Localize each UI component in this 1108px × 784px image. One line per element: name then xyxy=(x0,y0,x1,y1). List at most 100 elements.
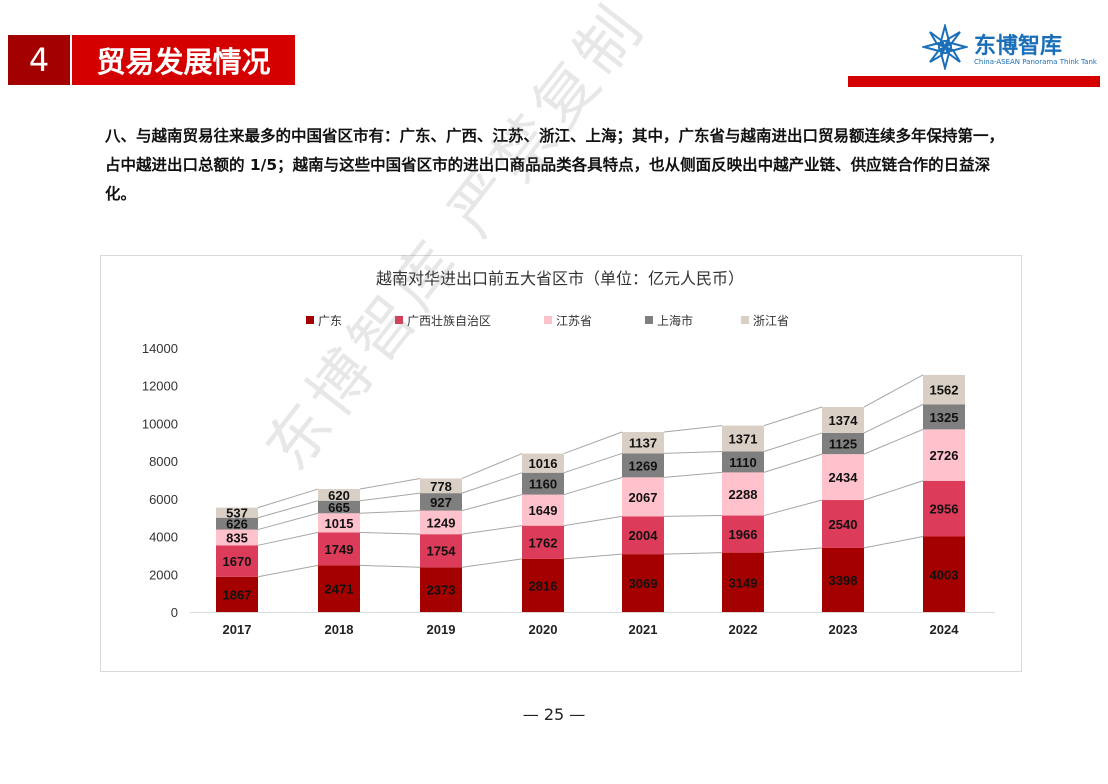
bar-广东-2020 xyxy=(522,558,564,612)
bar-江苏省-2022 xyxy=(722,472,764,516)
data-label: 2726 xyxy=(930,448,959,463)
series-line xyxy=(257,512,319,531)
bar-广东-2019 xyxy=(420,567,462,612)
x-tick-label: 2023 xyxy=(829,622,858,637)
data-label: 4003 xyxy=(930,567,959,582)
series-line xyxy=(461,494,523,512)
data-label: 1749 xyxy=(325,542,354,557)
series-line xyxy=(863,374,924,408)
data-label: 620 xyxy=(328,488,350,503)
bar-浙江省-2019 xyxy=(420,478,462,494)
data-label: 1649 xyxy=(529,503,558,518)
bar-广西壮族自治区-2022 xyxy=(722,515,764,553)
x-tick-label: 2024 xyxy=(930,622,960,637)
data-label: 1016 xyxy=(529,456,558,471)
series-line xyxy=(763,406,823,427)
series-line xyxy=(461,558,523,568)
data-label: 3398 xyxy=(829,573,858,588)
bar-广西壮族自治区-2017 xyxy=(216,545,258,577)
chart-frame xyxy=(100,255,1022,672)
section-number: 4 xyxy=(8,35,70,85)
bar-广东-2021 xyxy=(622,554,664,612)
series-line xyxy=(663,450,723,454)
data-label: 927 xyxy=(430,495,452,510)
series-line xyxy=(763,432,823,452)
logo: 东博智库 China-ASEAN Panorama Think Tank xyxy=(922,24,1097,74)
series-line xyxy=(763,453,823,473)
data-label: 2816 xyxy=(529,578,558,593)
body-paragraph: 八、与越南贸易往来最多的中国省区市有：广东、广西、江苏、浙江、上海；其中，广东省… xyxy=(105,127,1005,203)
series-line xyxy=(863,480,924,501)
data-label: 1371 xyxy=(729,432,758,447)
data-label: 1562 xyxy=(930,383,959,398)
data-label: 537 xyxy=(226,506,248,521)
data-label: 665 xyxy=(328,500,350,515)
legend-label-4: 浙江省 xyxy=(753,314,789,328)
y-tick-label: 6000 xyxy=(149,492,178,507)
data-label: 2373 xyxy=(427,583,456,598)
series-line xyxy=(461,453,523,479)
x-tick-label: 2021 xyxy=(629,622,658,637)
data-label: 2956 xyxy=(930,502,959,517)
header-red-bar xyxy=(848,76,1100,87)
data-label: 1137 xyxy=(629,436,657,451)
x-tick-label: 2020 xyxy=(529,622,558,637)
bar-浙江省-2020 xyxy=(522,453,564,473)
data-label: 778 xyxy=(430,479,452,494)
y-tick-label: 12000 xyxy=(142,379,178,394)
data-label: 2540 xyxy=(829,517,858,532)
legend-swatch-1 xyxy=(395,316,403,324)
series-line xyxy=(663,425,723,433)
series-line xyxy=(563,431,623,455)
series-line xyxy=(359,492,421,502)
series-line xyxy=(663,515,723,517)
bar-浙江省-2024 xyxy=(923,374,965,405)
series-line xyxy=(663,471,723,478)
data-label: 1110 xyxy=(729,455,757,470)
data-label: 1374 xyxy=(829,413,859,428)
series-line xyxy=(461,472,523,494)
x-tick-label: 2017 xyxy=(223,622,252,637)
data-label: 1867 xyxy=(223,587,252,602)
bar-广东-2017 xyxy=(216,576,258,612)
series-line xyxy=(257,500,319,519)
bar-广西壮族自治区-2018 xyxy=(318,532,360,566)
series-line xyxy=(563,476,623,496)
series-line xyxy=(863,428,924,455)
series-line xyxy=(663,552,723,555)
series-line xyxy=(257,488,319,509)
logo-en: China-ASEAN Panorama Think Tank xyxy=(974,58,1097,66)
bar-江苏省-2020 xyxy=(522,494,564,526)
bar-上海市-2019 xyxy=(420,493,462,511)
chart-title: 越南对华进出口前五大省区市（单位：亿元人民币） xyxy=(376,270,744,288)
y-tick-label: 10000 xyxy=(142,416,178,431)
bar-江苏省-2019 xyxy=(420,510,462,535)
data-label: 1269 xyxy=(629,458,658,473)
bar-上海市-2017 xyxy=(216,517,258,530)
series-line xyxy=(763,499,823,517)
series-line xyxy=(359,510,421,514)
series-line xyxy=(359,531,421,535)
legend-swatch-0 xyxy=(306,316,314,324)
x-tick-label: 2019 xyxy=(427,622,456,637)
data-label: 2288 xyxy=(729,487,758,502)
legend-label-2: 江苏省 xyxy=(556,314,592,328)
legend-label-1: 广西壮族自治区 xyxy=(407,314,491,328)
bar-浙江省-2018 xyxy=(318,489,360,501)
bar-广西壮族自治区-2024 xyxy=(923,480,965,537)
legend-label-3: 上海市 xyxy=(657,313,693,328)
bar-广西壮族自治区-2020 xyxy=(522,525,564,559)
series-line xyxy=(563,515,623,527)
bar-江苏省-2021 xyxy=(622,477,664,517)
data-label: 1325 xyxy=(930,410,959,425)
series-line xyxy=(863,403,924,434)
bar-上海市-2021 xyxy=(622,453,664,478)
bar-浙江省-2022 xyxy=(722,425,764,452)
legend-swatch-2 xyxy=(544,316,552,324)
series-line xyxy=(257,531,319,546)
y-tick-label: 0 xyxy=(171,605,178,620)
data-label: 1125 xyxy=(829,437,857,452)
bar-浙江省-2021 xyxy=(622,431,664,454)
data-label: 3069 xyxy=(629,576,658,591)
